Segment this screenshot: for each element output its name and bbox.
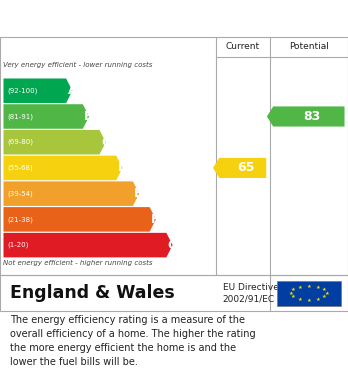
Polygon shape [267, 106, 345, 127]
Polygon shape [3, 130, 106, 154]
Polygon shape [3, 233, 173, 257]
Text: E: E [134, 187, 143, 200]
Text: Energy Efficiency Rating: Energy Efficiency Rating [10, 11, 232, 26]
Text: ★: ★ [298, 297, 302, 302]
Text: Not energy efficient - higher running costs: Not energy efficient - higher running co… [3, 260, 153, 266]
Text: Potential: Potential [289, 42, 329, 51]
Text: ★: ★ [324, 291, 329, 296]
Text: 65: 65 [238, 161, 255, 174]
Text: (55-68): (55-68) [8, 165, 33, 171]
Polygon shape [213, 158, 266, 178]
Text: (21-38): (21-38) [8, 216, 33, 222]
Bar [277, 281, 341, 306]
Polygon shape [3, 181, 139, 206]
Polygon shape [3, 156, 122, 180]
Text: Current: Current [226, 42, 260, 51]
Text: EU Directive
2002/91/EC: EU Directive 2002/91/EC [223, 283, 279, 304]
Text: Very energy efficient - lower running costs: Very energy efficient - lower running co… [3, 62, 153, 68]
Polygon shape [3, 207, 156, 231]
Text: ★: ★ [322, 287, 327, 292]
Text: ★: ★ [291, 294, 295, 299]
Text: ★: ★ [316, 285, 320, 290]
Text: ★: ★ [298, 285, 302, 290]
Text: ★: ★ [291, 287, 295, 292]
Text: (92-100): (92-100) [8, 88, 38, 94]
Text: A: A [68, 84, 77, 97]
Text: ★: ★ [288, 291, 293, 296]
Text: The energy efficiency rating is a measure of the
overall efficiency of a home. T: The energy efficiency rating is a measur… [10, 315, 256, 367]
Text: B: B [84, 110, 94, 123]
Text: ★: ★ [307, 284, 311, 289]
Polygon shape [3, 104, 89, 129]
Text: (1-20): (1-20) [8, 242, 29, 248]
Text: England & Wales: England & Wales [10, 284, 175, 302]
Text: F: F [151, 213, 159, 226]
Text: G: G [168, 239, 178, 252]
Text: (39-54): (39-54) [8, 190, 33, 197]
Text: ★: ★ [322, 294, 327, 299]
Text: (81-91): (81-91) [8, 113, 34, 120]
Text: D: D [118, 161, 128, 174]
Text: 83: 83 [304, 110, 321, 123]
Text: ★: ★ [307, 298, 311, 303]
Text: (69-80): (69-80) [8, 139, 34, 145]
Text: ★: ★ [316, 297, 320, 302]
Text: C: C [101, 136, 110, 149]
Polygon shape [3, 79, 72, 103]
